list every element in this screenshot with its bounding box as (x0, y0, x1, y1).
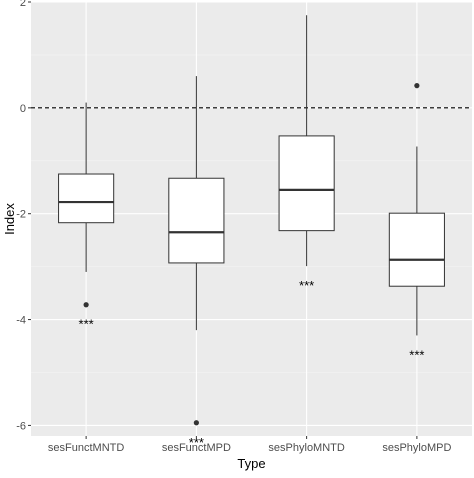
outlier-point (83, 302, 89, 308)
tick-layer: 2 0 -2 -4 -6 sesFunctMNTD sesFunctMPD sesPhyloM… (16, 0, 451, 454)
y-tick-label: -6 (16, 420, 26, 432)
y-tick-label: -4 (16, 315, 26, 327)
y-axis-title: Index (2, 203, 17, 235)
box-group: *** (58, 102, 115, 332)
box-iqr (388, 212, 445, 287)
x-tick-label: sesPhyloMPD (382, 442, 451, 454)
box-iqr (278, 135, 335, 232)
significance-label: *** (189, 435, 204, 450)
box-layer: *** *** *** *** (58, 15, 445, 450)
box-group: *** (278, 15, 335, 293)
x-tick-label: sesFunctMNTD (48, 442, 124, 454)
box-group: *** (388, 83, 445, 362)
x-tick-label: sesFunctMPD (162, 442, 231, 454)
box-iqr (168, 177, 225, 264)
outlier-point (193, 420, 199, 426)
significance-label: *** (409, 347, 424, 362)
y-tick-label: 0 (20, 103, 26, 115)
box-group: *** (168, 76, 225, 450)
significance-label: *** (79, 317, 94, 332)
y-tick-label: 2 (20, 0, 26, 9)
box-iqr (58, 173, 115, 224)
x-tick-label: sesPhyloMNTD (268, 442, 344, 454)
outlier-point (414, 83, 420, 89)
x-axis-title: Type (237, 456, 265, 471)
y-tick-label: -2 (16, 209, 26, 221)
significance-label: *** (299, 278, 314, 293)
